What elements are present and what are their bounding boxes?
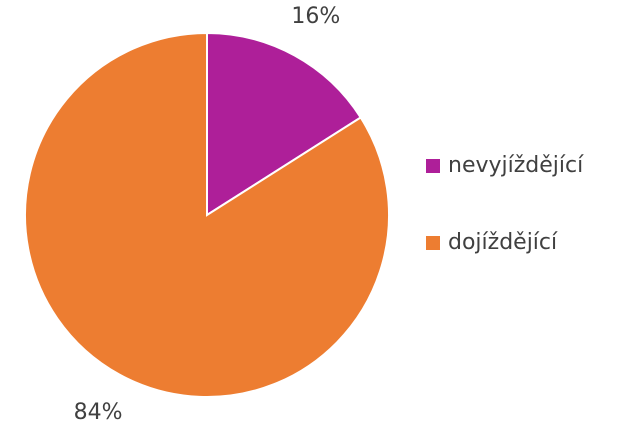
- data-label: 84%: [74, 400, 123, 425]
- pie-slice: [24, 31, 390, 398]
- legend-swatch: [426, 236, 440, 250]
- legend-swatch: [426, 159, 440, 173]
- legend-label: nevyjíždějící: [448, 153, 584, 178]
- data-label: 16%: [291, 4, 340, 29]
- legend-label: dojíždějící: [448, 230, 558, 255]
- pie-slice: [206, 31, 363, 217]
